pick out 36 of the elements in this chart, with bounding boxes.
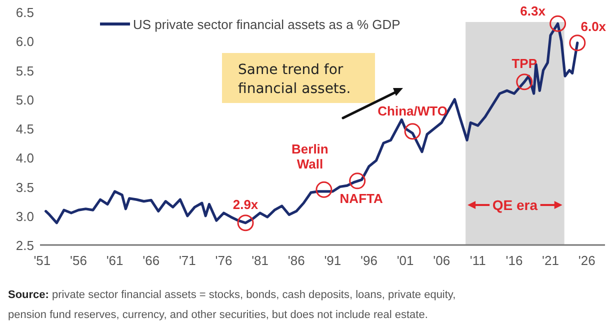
x-tick-label: '81 <box>252 253 269 268</box>
y-tick-label: 2.5 <box>16 238 34 253</box>
legend-label: US private sector financial assets as a % GDP <box>133 17 400 32</box>
annotation: China/WTO <box>378 103 448 118</box>
y-tick-label: 5.5 <box>16 63 34 78</box>
annotation: Same trend for financial assets. <box>238 62 351 97</box>
annotation: NAFTA <box>340 190 384 206</box>
x-tick-label: '86 <box>288 253 305 268</box>
x-tick-label: '91 <box>324 253 342 268</box>
x-tick-label: '76 <box>215 253 232 268</box>
y-tick-label: 6.0 <box>16 34 34 50</box>
x-tick-label: '26 <box>578 253 596 268</box>
annotation: Berlin Wall <box>292 142 328 172</box>
y-tick-label: 6.5 <box>16 5 34 20</box>
y-tick-label: 3.0 <box>16 208 34 224</box>
band-label: QE era <box>492 197 538 213</box>
y-tick-label: 3.5 <box>16 180 34 195</box>
x-tick-label: '71 <box>178 253 196 268</box>
y-tick-label: 4.5 <box>16 122 34 136</box>
x-tick-label: '06 <box>433 253 450 268</box>
source-note: Source: private sector financial assets = stocks, bonds, cash deposits, loans, private equity, pension fund reserves, currency, and other securities, but does not include real estate. <box>8 289 456 321</box>
annotation: TPP <box>512 56 538 71</box>
x-tick-label: '21 <box>542 253 560 268</box>
x-tick-label: '96 <box>360 253 378 268</box>
x-tick-label: '56 <box>70 253 87 268</box>
x-tick-label: '51 <box>34 253 51 268</box>
x-tick-label: '16 <box>506 253 523 268</box>
annotation: 6.3x <box>520 4 546 19</box>
x-tick-label: '01 <box>396 253 414 268</box>
y-tick-label: 5.0 <box>16 92 34 108</box>
annotation: 2.9x <box>232 196 259 212</box>
y-tick-label: 4.0 <box>16 150 34 166</box>
x-tick-label: '11 <box>470 253 486 268</box>
annotation: 6.0x <box>580 18 607 34</box>
x-tick-label: '61 <box>106 253 124 268</box>
x-tick-label: '66 <box>142 253 160 268</box>
